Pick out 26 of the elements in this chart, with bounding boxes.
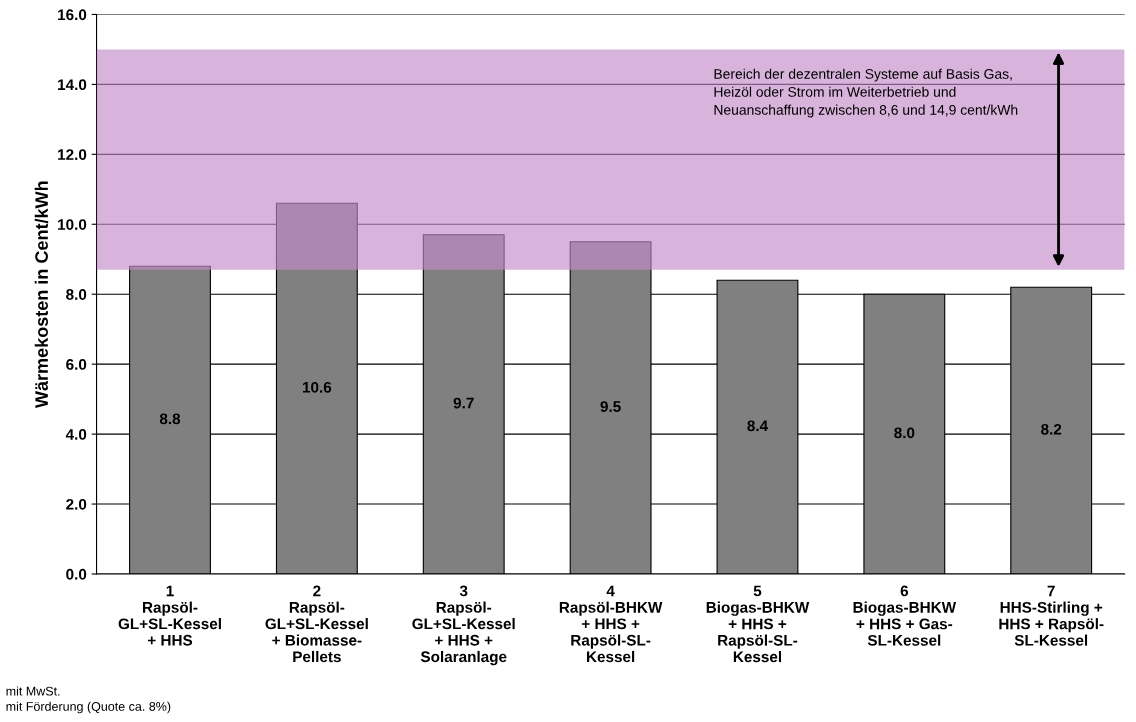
data-label: 9.5 — [600, 401, 621, 412]
data-label: 10.6 — [302, 381, 332, 393]
text: mit MwSt. mit Förderung (Quote ca. 8%) — [6, 686, 171, 714]
x-tick-label: 2 Rapsöl- GL+SL-Kessel + Biomasse- Pellets — [265, 585, 368, 663]
x-tick-label: 4 Rapsöl-BHKW + HHS + Rapsöl-SL- Kessel — [559, 585, 663, 663]
y-tick-label: 12.0 — [58, 149, 87, 161]
data-label: 8.2 — [1041, 423, 1062, 435]
x-tick-label: 6 Biogas-BHKW + HHS + Gas- SL-Kessel — [853, 585, 957, 646]
y-tick-label: 2.0 — [66, 498, 87, 510]
y-tick-label: 4.0 — [65, 428, 87, 440]
y-axis-title: Wärmekosten in Cent/kWh — [34, 181, 49, 409]
x-tick-label: 5 Biogas-BHKW + HHS + Rapsöl-SL- Kessel — [706, 585, 810, 663]
x-tick-label: 3 Rapsöl- GL+SL-Kessel + HHS + Solaranlage — [412, 585, 515, 666]
data-label: 8.8 — [159, 413, 181, 425]
band-label: Bereich der dezentralen Systeme auf Basis Gas, Heizöl oder Strom im Weiterbetrieb und Neuanschaffung zwischen 8,6 und 14,9 cent/kWh — [714, 68, 1018, 118]
data-label: 8.0 — [894, 427, 915, 439]
y-tick-label: 0.0 — [66, 568, 87, 580]
x-tick-label: 1 Rapsöl- GL+SL-Kessel + HHS — [118, 585, 221, 646]
y-tick-label: 14.0 — [58, 79, 87, 91]
y-tick-label: 6.0 — [66, 359, 87, 370]
y-tick-label: 8.0 — [66, 289, 87, 300]
data-label: 8.4 — [747, 420, 769, 432]
y-tick-label: 16.0 — [58, 9, 87, 21]
y-tick-label: 10.0 — [58, 219, 87, 230]
x-tick-label: 7 HHS-Stirling + HHS + Rapsöl- SL-Kessel — [999, 585, 1104, 646]
data-label: 9.7 — [453, 397, 474, 409]
